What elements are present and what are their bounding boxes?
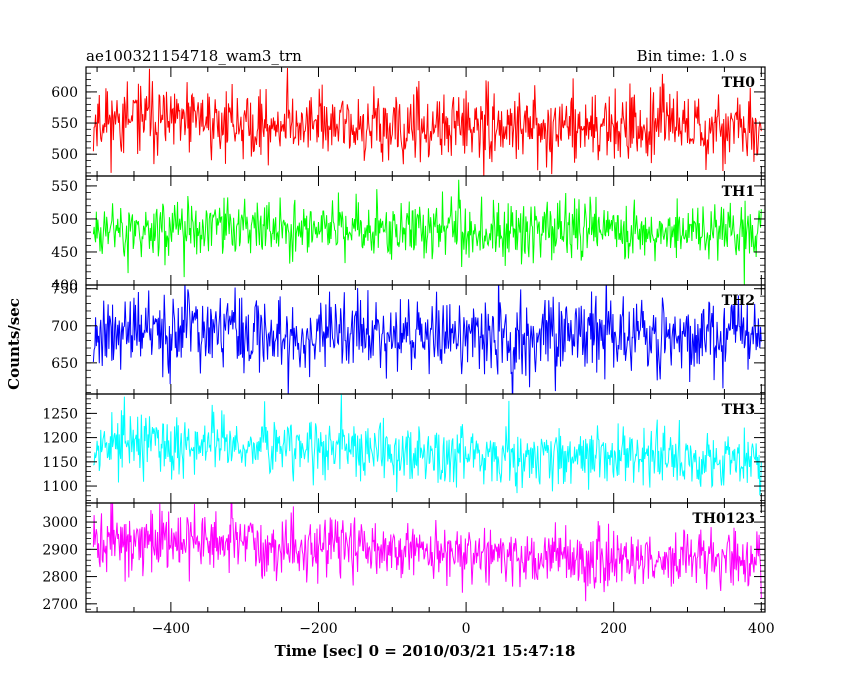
y-tick-label: 550: [51, 179, 78, 195]
panel-label-th3: TH3: [722, 402, 755, 418]
panels-group: 500 550 600 TH0 400 450 500 550 TH1 650 700 750 TH2 1…: [42, 66, 766, 613]
y-tick-label: 550: [51, 116, 78, 132]
y-tick-label: 500: [51, 212, 78, 228]
y-tick-label: 500: [51, 147, 78, 163]
y-axis-label: Counts/sec: [5, 298, 23, 390]
panel-frame: [85, 502, 766, 613]
series-line-th0: [92, 67, 762, 176]
x-tick-label: 0: [462, 621, 471, 637]
x-tick-label: 400: [748, 621, 775, 637]
y-tick-label: 2900: [42, 542, 78, 558]
panel-label-th0: TH0: [722, 75, 756, 91]
panel-label-th0123: TH0123: [692, 511, 755, 527]
panel-th2: 650 700 750 TH2: [51, 282, 766, 395]
x-tick-label: 200: [600, 621, 627, 637]
y-tick-label: 1200: [42, 431, 78, 447]
y-tick-label: 3000: [42, 515, 78, 531]
x-axis-label: Time [sec] 0 = 2010/03/21 15:47:18: [275, 642, 576, 660]
panel-th0123: 2700 2800 2900 3000 TH0123: [42, 502, 766, 613]
panel-th3: 1100 1150 1200 1250 TH3: [42, 393, 766, 504]
x-tick-label: −400: [152, 621, 190, 637]
series-line-th3: [93, 394, 762, 496]
y-tick-label: 650: [51, 356, 78, 372]
series-line-th0123: [92, 503, 762, 602]
bin-time-label: Bin time: 1.0 s: [637, 47, 747, 65]
y-tick-label: 700: [51, 319, 78, 335]
series-line-th2: [92, 285, 762, 394]
y-tick-label: 1100: [42, 479, 78, 495]
x-tick-label: −200: [299, 621, 337, 637]
y-tick-label: 450: [51, 245, 78, 261]
series-line-th1: [92, 179, 762, 285]
y-tick-label: 750: [51, 282, 78, 298]
y-tick-label: 1150: [42, 455, 78, 471]
y-tick-label: 400: [51, 278, 78, 294]
panel-label-th2: TH2: [722, 293, 755, 309]
panel-th1: 400 450 500 550 TH1: [51, 175, 766, 294]
panel-label-th1: TH1: [722, 184, 755, 200]
y-tick-label: 2700: [42, 597, 78, 613]
y-tick-label: 2800: [42, 570, 78, 586]
chart-title: ae100321154718_wam3_trn: [86, 47, 302, 65]
x-axis: −400 −200 0 200 400: [96, 67, 775, 637]
y-tick-label: 1250: [42, 406, 78, 422]
y-tick-label: 600: [51, 85, 78, 101]
panel-th0: 500 550 600 TH0: [51, 66, 766, 177]
